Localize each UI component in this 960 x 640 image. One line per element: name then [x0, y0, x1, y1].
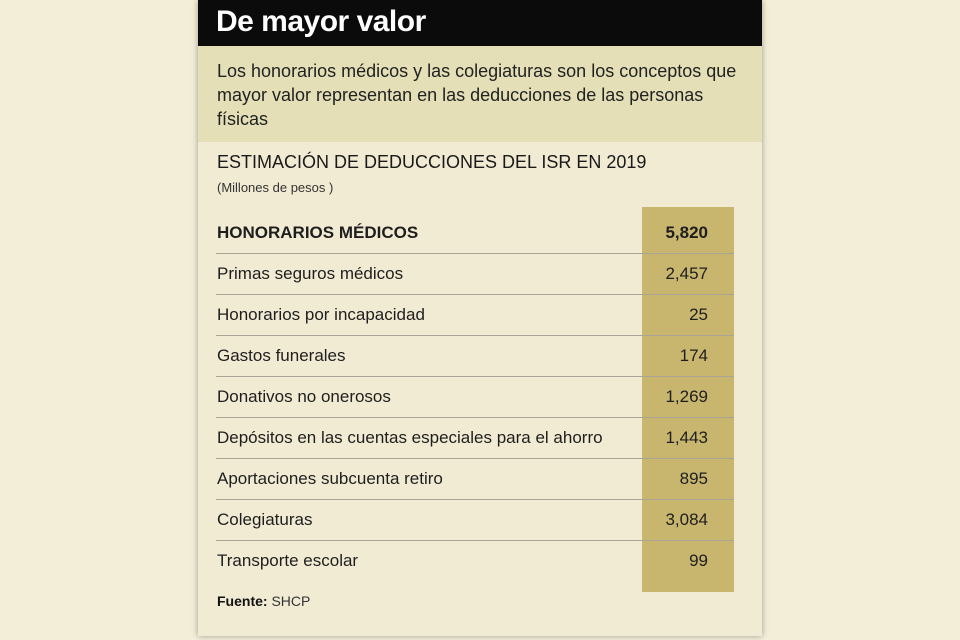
source-label: Fuente:: [217, 593, 268, 609]
row-label: HONORARIOS MÉDICOS: [217, 223, 419, 242]
source-value: SHCP: [271, 593, 311, 609]
row-value: 895: [679, 469, 708, 488]
row-value: 25: [689, 305, 708, 324]
table-row: Aportaciones subcuenta retiro 895: [216, 458, 734, 500]
header-bar: De mayor valor: [198, 0, 762, 46]
subtitle-text: Los honorarios médicos y las colegiatura…: [217, 61, 737, 129]
table-unit: (Millones de pesos ): [217, 180, 334, 195]
source-note: Fuente: SHCP: [217, 593, 310, 609]
row-value: 174: [679, 346, 708, 365]
row-label: Honorarios por incapacidad: [217, 305, 425, 324]
row-label: Depósitos en las cuentas especiales para…: [217, 428, 603, 447]
value-column-highlight: [642, 207, 734, 592]
row-value: 2,457: [665, 264, 708, 283]
row-value: 5,820: [665, 223, 708, 242]
table-row: Depósitos en las cuentas especiales para…: [216, 417, 734, 459]
table-row: HONORARIOS MÉDICOS 5,820: [216, 212, 734, 254]
row-label: Transporte escolar: [217, 551, 359, 570]
table-row: Donativos no onerosos 1,269: [216, 376, 734, 418]
table-row: Gastos funerales 174: [216, 335, 734, 377]
row-value: 1,269: [665, 387, 708, 406]
row-value: 99: [689, 551, 708, 570]
row-label: Colegiaturas: [217, 510, 313, 529]
table-row: Honorarios por incapacidad 25: [216, 294, 734, 336]
table-row: Colegiaturas 3,084: [216, 499, 734, 541]
row-value: 1,443: [665, 428, 708, 447]
table-row: Transporte escolar 99: [216, 540, 734, 581]
row-label: Gastos funerales: [217, 346, 346, 365]
infographic-card: De mayor valor Los honorarios médicos y …: [198, 0, 762, 636]
row-label: Donativos no onerosos: [217, 387, 391, 406]
row-value: 3,084: [665, 510, 708, 529]
row-label: Aportaciones subcuenta retiro: [217, 469, 443, 488]
table-row: Primas seguros médicos 2,457: [216, 253, 734, 295]
table-title: ESTIMACIÓN DE DEDUCCIONES DEL ISR EN 201…: [217, 152, 647, 172]
row-label: Primas seguros médicos: [217, 264, 404, 283]
page-title: De mayor valor: [216, 5, 426, 38]
subtitle-band: Los honorarios médicos y las colegiatura…: [198, 46, 762, 142]
